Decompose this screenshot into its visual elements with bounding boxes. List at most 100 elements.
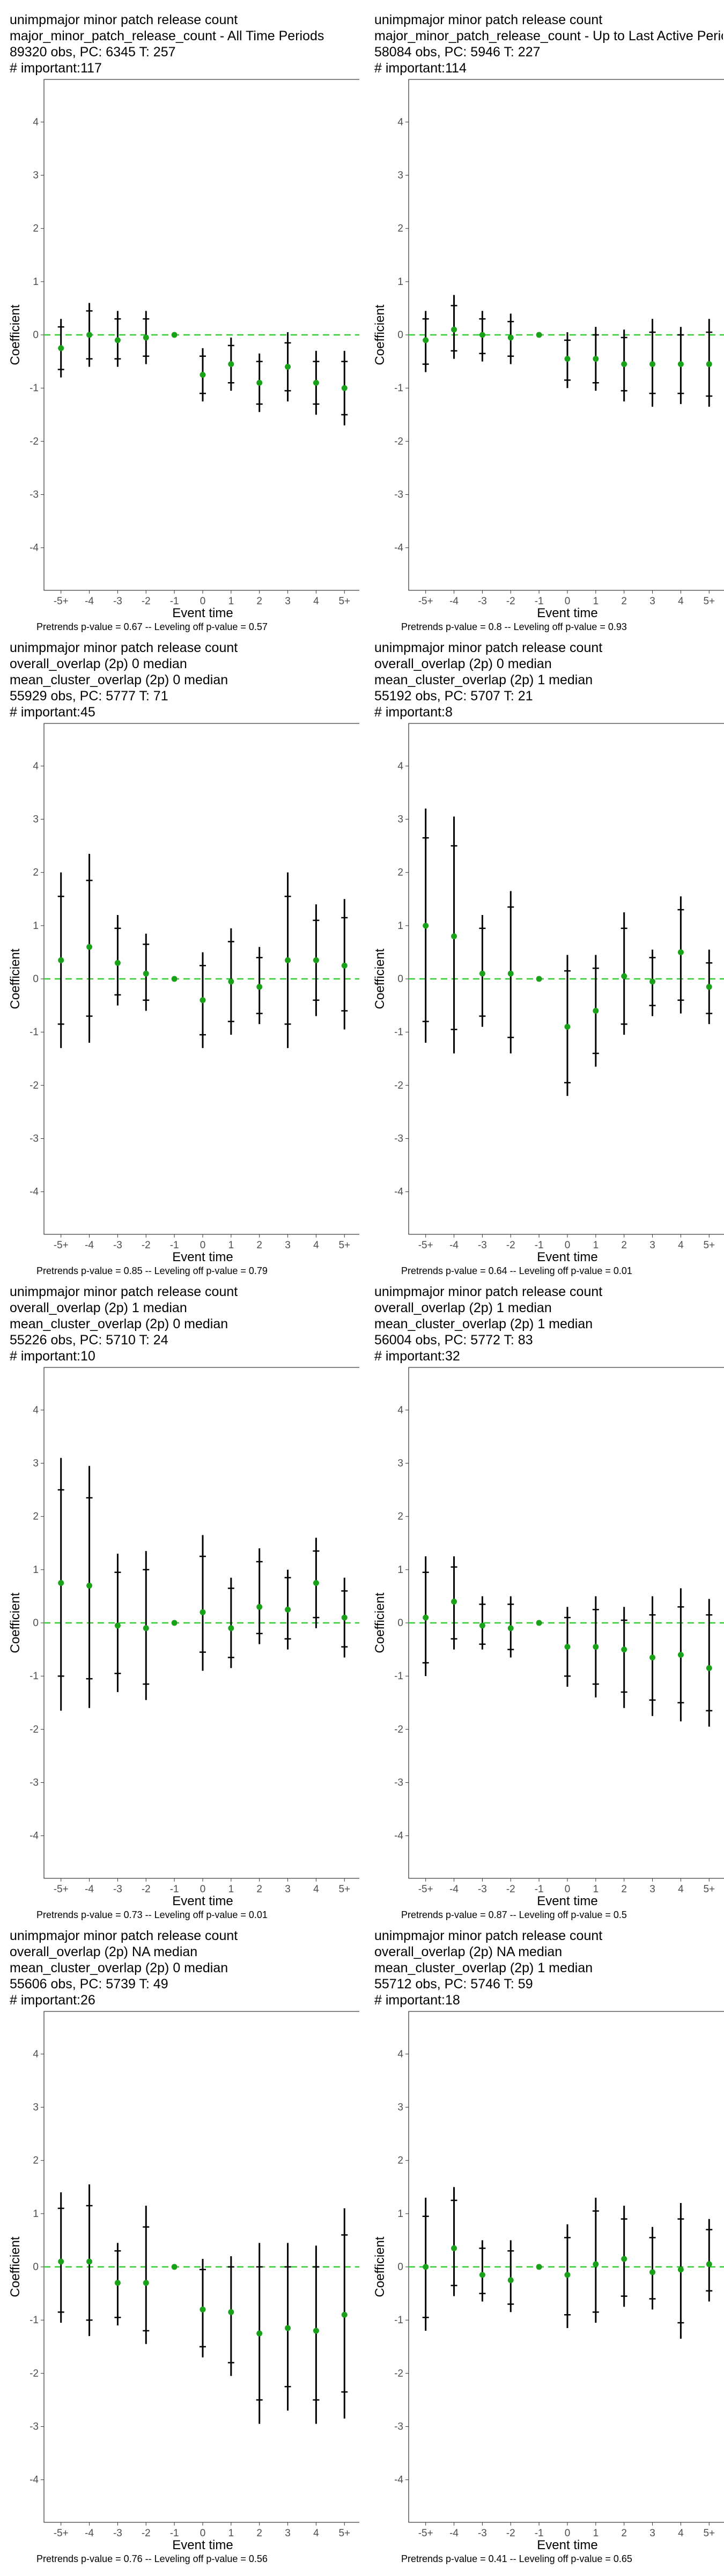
x-tick-label: 5+ — [703, 1240, 715, 1251]
y-tick-label: -4 — [394, 1187, 403, 1198]
x-tick-label: -1 — [535, 1240, 544, 1251]
y-tick-label: -2 — [29, 1724, 39, 1735]
x-tick-label: 0 — [565, 1240, 571, 1251]
x-tick-label: -4 — [85, 1884, 94, 1895]
coefficient-point — [171, 976, 178, 982]
coefficient-point — [200, 2306, 206, 2312]
chart-title-line: overall_overlap (2p) 1 median — [374, 1300, 552, 1315]
x-tick-label: -5+ — [418, 596, 433, 607]
pvalue-footnote: Pretrends p-value = 0.67 -- Leveling off… — [36, 621, 268, 632]
coefficient-point — [171, 2264, 178, 2270]
coefficient-point — [341, 1614, 348, 1621]
chart-title-line: mean_cluster_overlap (2p) 0 median — [10, 672, 228, 687]
coefficient-point — [451, 1598, 457, 1605]
x-tick-label: -3 — [478, 1884, 487, 1895]
y-tick-label: 1 — [397, 920, 403, 932]
x-tick-label: -3 — [478, 2528, 487, 2539]
chart-title-line: # important:117 — [10, 61, 102, 76]
coefficient-point — [285, 1606, 291, 1613]
x-tick-label: 3 — [649, 1884, 655, 1895]
y-tick-label: -3 — [29, 489, 39, 501]
chart-title-line: major_minor_patch_release_count - All Ti… — [10, 28, 324, 43]
x-tick-label: -2 — [506, 596, 515, 607]
chart-title-line: # important:10 — [10, 1349, 95, 1364]
x-tick-label: 4 — [678, 2528, 684, 2539]
chart-title: unimpmajor minor patch release count over… — [10, 640, 358, 720]
y-tick-label: 1 — [33, 1564, 39, 1576]
x-tick-label: 5+ — [703, 596, 715, 607]
coefficient-point — [143, 970, 149, 977]
y-tick-label: -3 — [394, 2421, 403, 2433]
chart-title-line: 55606 obs, PC: 5739 T: 49 — [10, 1977, 168, 1992]
coefficient-point — [143, 1625, 149, 1631]
x-tick-label: 2 — [621, 1884, 627, 1895]
x-tick-label: 1 — [228, 596, 234, 607]
x-tick-label: -5+ — [418, 1240, 433, 1251]
coefficient-plot: -4 -3 -2 -1 0 1 2 3 4 -5+ -4 -3 -2 -1 0 1 2 3 4 5+ Event tim… — [8, 79, 359, 617]
x-tick-label: 1 — [228, 2528, 234, 2539]
coefficient-plot: -4 -3 -2 -1 0 1 2 3 4 -5+ -4 -3 -2 -1 0 1 2 3 4 5+ Event tim… — [373, 1367, 724, 1905]
x-tick-label: -4 — [449, 2528, 459, 2539]
y-axis-label: Coefficient — [373, 2236, 387, 2297]
y-tick-label: 3 — [397, 2102, 403, 2113]
y-tick-label: -2 — [29, 1080, 39, 1091]
chart-title: unimpmajor minor patch release count over… — [374, 1284, 723, 1364]
pvalue-footnote: Pretrends p-value = 0.8 -- Leveling off … — [401, 621, 627, 632]
chart-title-line: # important:114 — [374, 61, 467, 76]
coefficient-point — [507, 1625, 514, 1631]
chart-title-line: overall_overlap (2p) NA median — [10, 1944, 198, 1959]
chart-panel-7: unimpmajor minor patch release count over… — [5, 1928, 359, 2576]
coefficient-point — [451, 2245, 457, 2251]
x-tick-label: 5+ — [703, 1884, 715, 1895]
x-tick-label: 0 — [200, 1240, 206, 1251]
x-tick-label: -2 — [142, 596, 151, 607]
x-tick-label: 2 — [256, 1884, 262, 1895]
chart-title-line: mean_cluster_overlap (2p) 0 median — [10, 1960, 228, 1975]
coefficient-point — [423, 1614, 429, 1621]
coefficient-point — [313, 1580, 319, 1586]
x-tick-label: -2 — [142, 2528, 151, 2539]
x-axis-label: Event time — [172, 606, 233, 617]
coefficient-point — [200, 371, 206, 378]
coefficient-point — [706, 2261, 712, 2267]
y-tick-label: -4 — [29, 1187, 39, 1198]
y-tick-label: 2 — [397, 223, 403, 235]
y-tick-label: -4 — [29, 2475, 39, 2486]
y-tick-label: 0 — [397, 330, 403, 341]
y-tick-label: -3 — [29, 2421, 39, 2433]
chart-title-line: # important:8 — [374, 705, 453, 720]
x-tick-label: 0 — [565, 596, 571, 607]
y-tick-label: -2 — [394, 1080, 403, 1091]
coefficient-point — [507, 334, 514, 341]
x-tick-label: 5+ — [338, 1240, 350, 1251]
coefficient-point — [423, 923, 429, 929]
coefficient-point — [58, 1580, 64, 1586]
x-tick-label: 3 — [285, 1240, 291, 1251]
y-tick-label: 3 — [33, 814, 39, 825]
coefficient-point — [451, 933, 457, 940]
chart-title: unimpmajor minor patch release count majo… — [10, 12, 358, 76]
coefficient-point — [86, 2258, 93, 2265]
y-tick-label: 1 — [397, 2208, 403, 2220]
y-tick-label: -1 — [29, 383, 39, 394]
x-tick-label: -1 — [170, 2528, 179, 2539]
coefficient-point — [621, 973, 627, 979]
x-tick-label: -4 — [449, 596, 459, 607]
chart-title: unimpmajor minor patch release count over… — [374, 640, 723, 720]
coefficient-point — [114, 960, 121, 966]
coefficient-point — [593, 1008, 599, 1014]
chart-panel-5: unimpmajor minor patch release count over… — [5, 1284, 359, 1932]
x-tick-label: 3 — [649, 2528, 655, 2539]
coefficient-point — [200, 1609, 206, 1615]
chart-title-line: unimpmajor minor patch release count — [10, 640, 238, 655]
chart-title-line: mean_cluster_overlap (2p) 1 median — [374, 1960, 593, 1975]
coefficient-point — [593, 356, 599, 362]
pvalue-footnote: Pretrends p-value = 0.41 -- Leveling off… — [401, 2553, 632, 2564]
x-tick-label: 0 — [200, 596, 206, 607]
x-tick-label: -5+ — [54, 1240, 69, 1251]
x-axis-label: Event time — [537, 2538, 597, 2549]
x-tick-label: 2 — [256, 2528, 262, 2539]
y-tick-label: -1 — [29, 2315, 39, 2326]
coefficient-point — [621, 361, 627, 368]
y-tick-label: 1 — [33, 276, 39, 288]
